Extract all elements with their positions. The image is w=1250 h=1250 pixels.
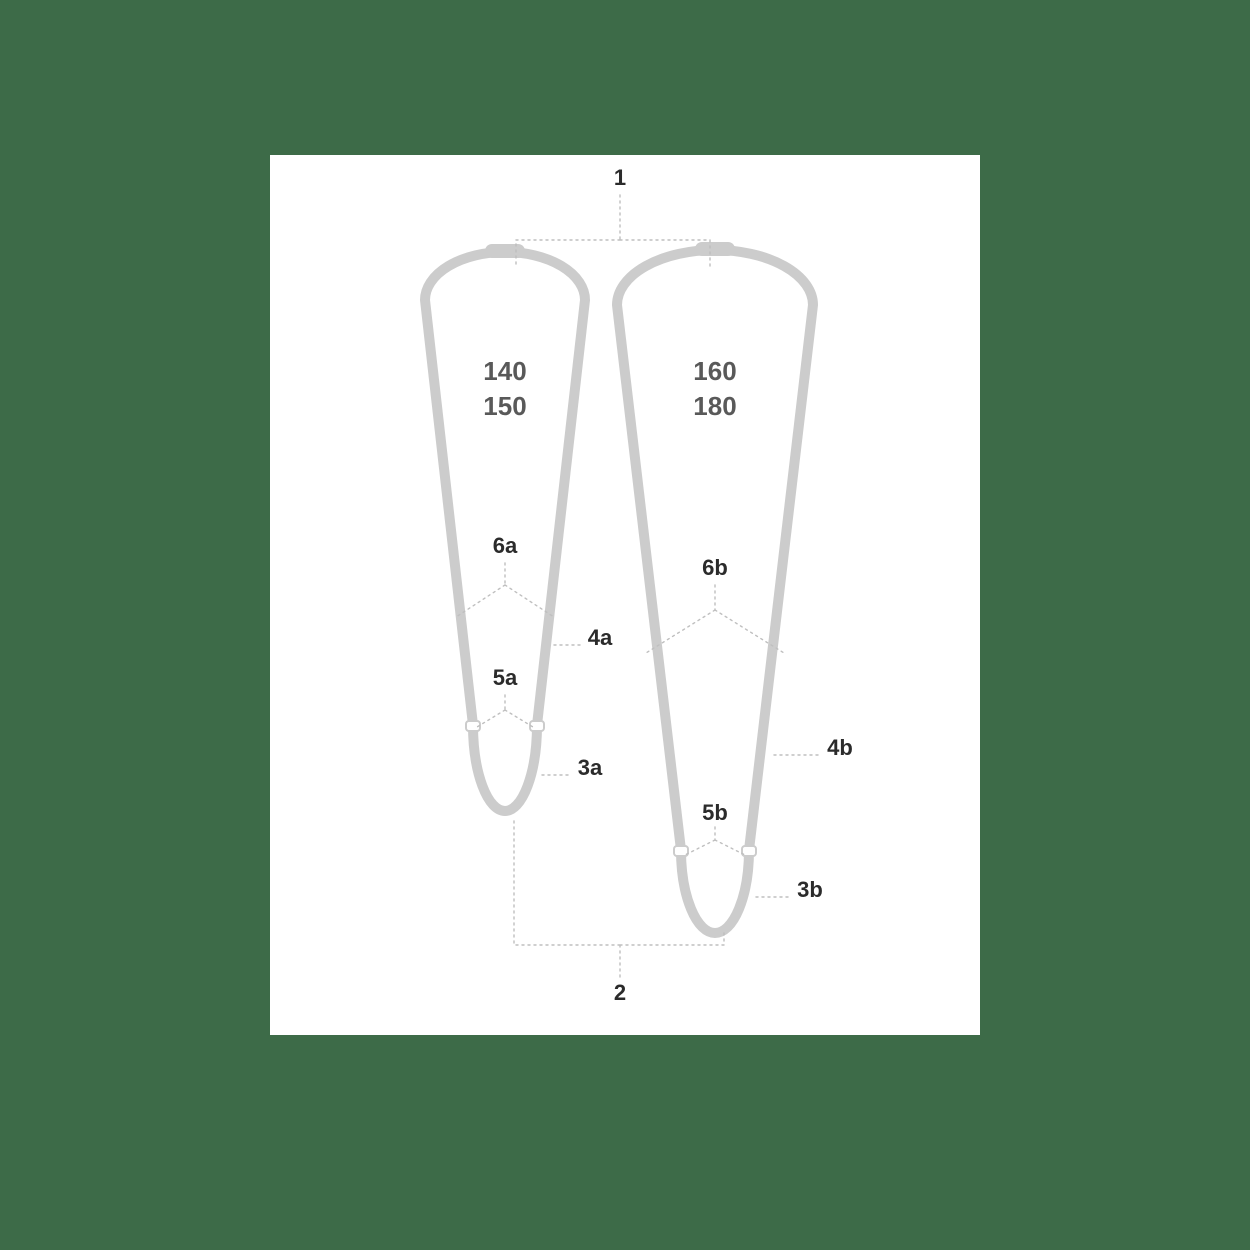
callout-label-4a: 4a: [588, 625, 613, 650]
callout-label-5a: 5a: [493, 665, 518, 690]
callout-label-3a: 3a: [578, 755, 603, 780]
callout-label-5b: 5b: [702, 800, 728, 825]
callout-label-2: 2: [614, 980, 626, 1005]
size-label-right-1: 180: [693, 391, 736, 421]
diagram-card: 140 150 160 180 1 2 6a 4a 5a 3a 6b 4b 5b 3b: [270, 155, 980, 1035]
head-clamp-left: [485, 244, 525, 258]
connector-5a: [477, 695, 533, 727]
connector-6b: [646, 585, 784, 653]
size-label-left-0: 140: [483, 356, 526, 386]
size-label-right-0: 160: [693, 356, 736, 386]
callout-label-1: 1: [614, 165, 626, 190]
head-clamp-right: [695, 242, 735, 256]
connector-5b: [685, 827, 745, 855]
diagram-svg: 140 150 160 180 1 2 6a 4a 5a 3a 6b 4b 5b 3b: [270, 155, 980, 1035]
callout-label-6b: 6b: [702, 555, 728, 580]
connector-6a: [456, 563, 554, 617]
size-label-left-1: 150: [483, 391, 526, 421]
callout-label-4b: 4b: [827, 735, 853, 760]
callout-label-3b: 3b: [797, 877, 823, 902]
callout-label-6a: 6a: [493, 533, 518, 558]
boom-outline-left: [425, 252, 585, 811]
